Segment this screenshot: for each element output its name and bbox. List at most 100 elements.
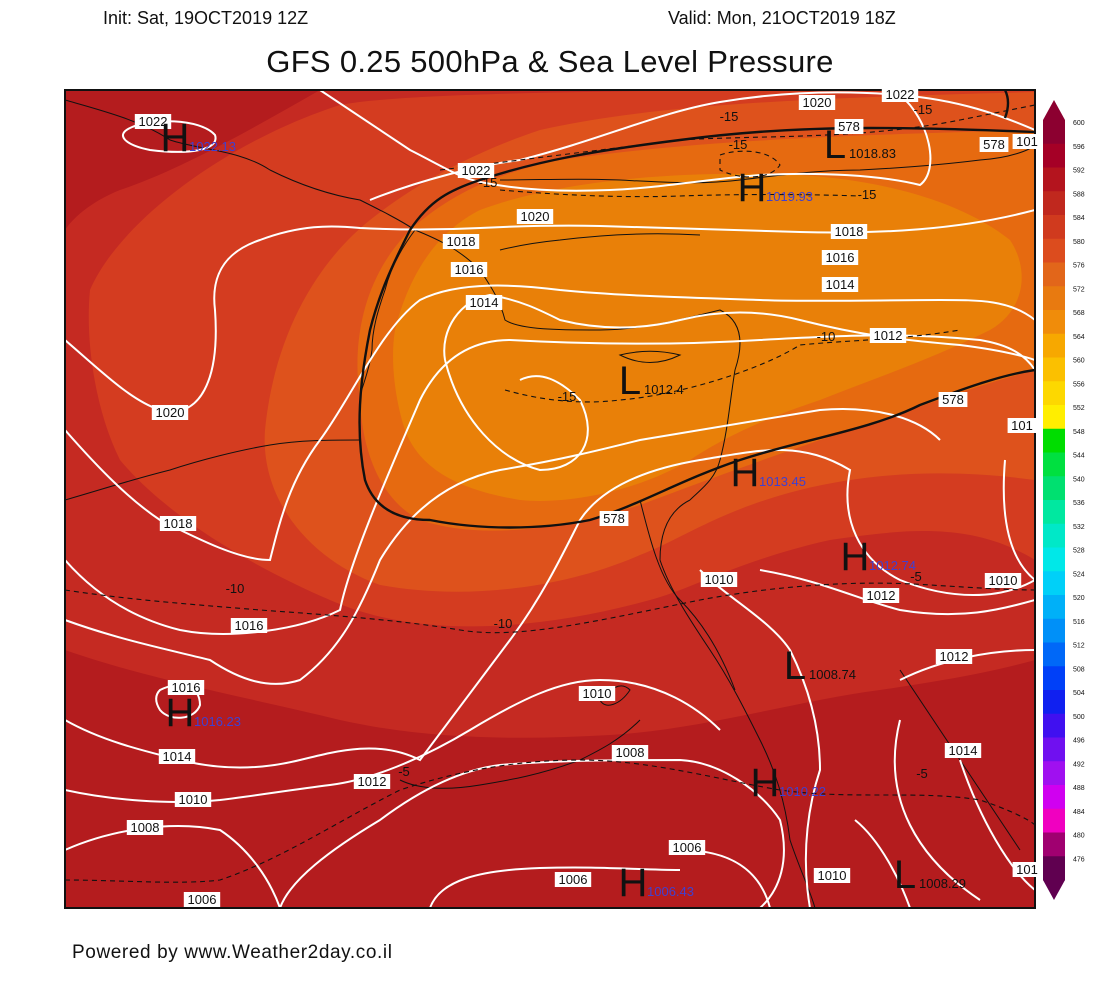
colorbar-label: 572: [1073, 286, 1085, 293]
isobar-label: 1014: [821, 277, 859, 292]
isobar-label-text: 1022: [139, 114, 168, 129]
isobar-label: 1022: [881, 87, 919, 102]
colorbar-swatch: [1043, 262, 1065, 287]
colorbar-label: 552: [1073, 405, 1085, 412]
temperature-label: -15: [479, 175, 498, 190]
colorbar-swatch: [1043, 333, 1065, 358]
temperature-label: -15: [914, 102, 933, 117]
isobar-label-text: 1018: [447, 234, 476, 249]
colorbar-swatch: [1043, 452, 1065, 477]
field-592-south: [65, 650, 1035, 908]
colorbar-swatch: [1043, 571, 1065, 596]
temperature-label: -10: [226, 581, 245, 596]
colorbar-swatch: [1043, 215, 1065, 240]
isobar-label: 1016: [450, 262, 488, 277]
colorbar-label: 500: [1073, 714, 1085, 721]
isobar-label-text: 1012: [874, 328, 903, 343]
colorbar-label: 516: [1073, 619, 1085, 626]
colorbar-label: 588: [1073, 191, 1085, 198]
isobar-label: 1018: [442, 234, 480, 249]
colorbar-label: 584: [1073, 215, 1085, 222]
colorbar-label: 488: [1073, 785, 1085, 792]
high-center: H 1019.93: [738, 166, 813, 210]
isobar-label: 1012: [935, 649, 973, 664]
center-symbol: H: [738, 166, 767, 210]
isobar-label: 1022: [457, 163, 495, 178]
isobar-label-text: 1008: [616, 745, 645, 760]
center-value: 1006.43: [647, 884, 694, 899]
isobar-label-text: 101: [1016, 862, 1038, 877]
low-center: L 1012.4: [619, 359, 684, 403]
colorbar-top-arrow: [1043, 100, 1065, 120]
isobar-label-text: 1010: [179, 792, 208, 807]
center-value: 1008.74: [809, 667, 856, 682]
colorbar-label: 548: [1073, 429, 1085, 436]
colorbar-swatch: [1043, 832, 1065, 857]
high-center: H 1010.22: [751, 761, 826, 805]
isobar-label-text: 578: [603, 511, 625, 526]
pressure-centers: H 1022.13 L 1018.83H 1019.93L 1012.4H 1013.45H…: [161, 116, 966, 905]
isobar-label-text: 1014: [826, 277, 855, 292]
colorbar-label: 564: [1073, 334, 1085, 341]
footer-credit: Powered by www.Weather2day.co.il: [72, 942, 393, 963]
isobar-label: 1014: [158, 749, 196, 764]
colorbar-swatch: [1043, 690, 1065, 715]
isobar-label-text: 1016: [455, 262, 484, 277]
temperature-label: -5: [398, 764, 410, 779]
center-value: 1016.23: [194, 714, 241, 729]
isobar-label-text: 1018: [835, 224, 864, 239]
contour-578-south: [358, 229, 1035, 529]
temperature-labels: -15 -15 -15 -15 -15 -15 -10 -10 -10 -5 -5 -5: [226, 102, 933, 781]
contour-578-north: [409, 126, 1035, 231]
colorbar-label: 480: [1073, 833, 1085, 840]
center-symbol: H: [161, 116, 190, 160]
map-frame: [64, 89, 1036, 909]
colorbar-label: 556: [1073, 381, 1085, 388]
colorbar-label: 508: [1073, 666, 1085, 673]
colorbar-swatch: [1043, 523, 1065, 548]
isobar-label-text: 1014: [163, 749, 192, 764]
center-value: 1010.22: [779, 784, 826, 799]
colorbar-label: 560: [1073, 358, 1085, 365]
colorbar-swatch: [1043, 357, 1065, 382]
isobar-label-text: 101: [1016, 134, 1038, 149]
isobar-labels: 1022 1022 1022 1020 1020 1020 1018 1018 1018 1016…: [126, 87, 1042, 907]
temperature-label: -15: [729, 137, 748, 152]
isobar-label: 1006: [668, 840, 706, 855]
temperature-label: -15: [858, 187, 877, 202]
colorbar-label: 532: [1073, 524, 1085, 531]
isobar-label: 1010: [578, 686, 616, 701]
colorbar-swatch: [1043, 500, 1065, 525]
colorbar-swatch: [1043, 476, 1065, 501]
colorbar-label: 568: [1073, 310, 1085, 317]
isobar-label-text: 1010: [989, 573, 1018, 588]
colorbar-label: 496: [1073, 738, 1085, 745]
isobar-label-text: 1006: [188, 892, 217, 907]
isobar-label: 1008: [611, 745, 649, 760]
colorbar-label: 520: [1073, 595, 1085, 602]
temperature-label: -5: [916, 766, 928, 781]
isobar-label: 101: [1007, 418, 1037, 433]
isobar-label: 1016: [821, 250, 859, 265]
contour-578-corner: [1003, 90, 1010, 119]
isobar-label-text: 1014: [949, 743, 978, 758]
center-symbol: L: [784, 644, 806, 688]
isobar-label: 1018: [830, 224, 868, 239]
center-value: 1013.45: [759, 474, 806, 489]
colorbar-swatch: [1043, 310, 1065, 335]
center-symbol: H: [751, 761, 780, 805]
isobar-label-text: 1010: [583, 686, 612, 701]
isobar-label: 1012: [862, 588, 900, 603]
isobar-label: 1020: [798, 95, 836, 110]
center-value: 1019.93: [766, 189, 813, 204]
colorbar-label: 484: [1073, 809, 1085, 816]
high-center: H 1006.43: [619, 861, 694, 905]
isobar-label-text: 1016: [172, 680, 201, 695]
colorbar-swatch: [1043, 238, 1065, 263]
high-center: H 1012.74: [841, 535, 916, 579]
isobar-label: 578: [834, 119, 864, 134]
center-value: 1012.74: [869, 558, 916, 573]
center-value: 1022.13: [189, 139, 236, 154]
height-field: [65, 90, 1035, 908]
isobar-label-text: 1016: [826, 250, 855, 265]
